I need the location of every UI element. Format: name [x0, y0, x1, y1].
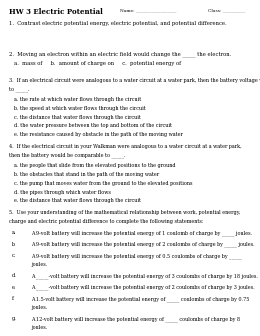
Text: then the battery would be comparable to _____.: then the battery would be comparable to … — [9, 153, 126, 158]
Text: f.: f. — [12, 296, 15, 301]
Text: e. the distance that water flows through the circuit: e. the distance that water flows through… — [14, 198, 141, 203]
Text: Class: __________: Class: __________ — [208, 8, 245, 12]
Text: c. the pump that moves water from the ground to the elevated positions: c. the pump that moves water from the gr… — [14, 181, 193, 186]
Text: A 9-volt battery will increase the potential energy of 2 coulombs of charge by _: A 9-volt battery will increase the poten… — [31, 242, 255, 247]
Text: A 1.5-volt battery will increase the potential energy of _____ coulombs of charg: A 1.5-volt battery will increase the pot… — [31, 296, 250, 302]
Text: 1.  Contrast electric potential energy, electric potential, and potential differ: 1. Contrast electric potential energy, e… — [9, 21, 227, 26]
Text: a. the rate at which water flows through the circuit: a. the rate at which water flows through… — [14, 97, 141, 102]
Text: A _____-volt battery will increase the potential energy of 3 coulombs of charge : A _____-volt battery will increase the p… — [31, 273, 258, 279]
Text: b.: b. — [12, 242, 16, 247]
Text: A 9-volt battery will increase the potential energy of 0.5 coulombs of charge by: A 9-volt battery will increase the poten… — [31, 253, 242, 259]
Text: d. the pipes through which water flows: d. the pipes through which water flows — [14, 190, 111, 195]
Text: A 12-volt battery will increase the potential energy of _____ coulombs of charge: A 12-volt battery will increase the pote… — [31, 316, 240, 322]
Text: to _____.: to _____. — [9, 86, 30, 92]
Text: a. the people that slide from the elevated positions to the ground: a. the people that slide from the elevat… — [14, 163, 176, 168]
Text: charge and electric potential difference to complete the following statements:: charge and electric potential difference… — [9, 219, 204, 224]
Text: b. the speed at which water flows through the circuit: b. the speed at which water flows throug… — [14, 106, 146, 111]
Text: 5.  Use your understanding of the mathematical relationship between work, potent: 5. Use your understanding of the mathema… — [9, 210, 240, 215]
Text: A _____-volt battery will increase the potential energy of 2 coulombs of charge : A _____-volt battery will increase the p… — [31, 285, 255, 290]
Text: b. the obstacles that stand in the path of the moving water: b. the obstacles that stand in the path … — [14, 172, 159, 177]
Text: 2.  Moving an electron within an electric field would change the _____ the elect: 2. Moving an electron within an electric… — [9, 51, 231, 57]
Text: a.: a. — [12, 230, 16, 235]
Text: d. the water pressure between the top and bottom of the circuit: d. the water pressure between the top an… — [14, 123, 172, 128]
Text: e. the resistance caused by obstacle in the path of the moving water: e. the resistance caused by obstacle in … — [14, 132, 183, 137]
Text: c.: c. — [12, 253, 16, 258]
Text: 4.  If the electrical circuit in your Walkman were analogous to a water circuit : 4. If the electrical circuit in your Wal… — [9, 144, 242, 149]
Text: joules.: joules. — [31, 305, 48, 310]
Text: joules.: joules. — [31, 262, 48, 267]
Text: a.  mass of     b.  amount of charge on     c.  potential energy of: a. mass of b. amount of charge on c. pot… — [14, 61, 181, 67]
Text: c. the distance that water flows through the circuit: c. the distance that water flows through… — [14, 115, 141, 120]
Text: d.: d. — [12, 273, 16, 278]
Text: e.: e. — [12, 285, 16, 290]
Text: HW 3 Electric Potential: HW 3 Electric Potential — [9, 8, 103, 16]
Text: Name: __________________: Name: __________________ — [120, 8, 176, 12]
Text: 3.  If an electrical circuit were analogous to a water circuit at a water park, : 3. If an electrical circuit were analogo… — [9, 78, 260, 83]
Text: A 9-volt battery will increase the potential energy of 1 coulomb of charge by __: A 9-volt battery will increase the poten… — [31, 230, 252, 236]
Text: g.: g. — [12, 316, 16, 321]
Text: joules.: joules. — [31, 325, 48, 330]
